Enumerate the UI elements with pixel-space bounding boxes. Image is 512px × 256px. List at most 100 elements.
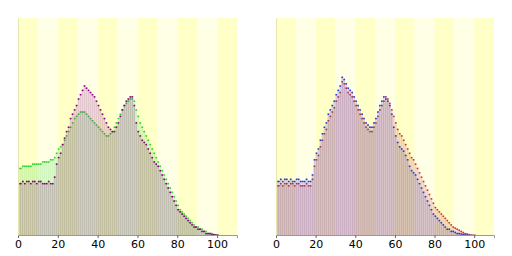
bar-top: [147, 148, 149, 150]
bar-top: [32, 181, 34, 183]
bar: [213, 234, 215, 235]
bar: [331, 105, 333, 235]
bar: [213, 234, 215, 235]
bar: [401, 148, 403, 235]
bar: [466, 233, 468, 235]
bar-top: [403, 150, 405, 152]
bar-top: [185, 218, 187, 220]
bar-top: [452, 226, 454, 228]
bar: [98, 105, 100, 235]
bar-top: [322, 133, 324, 135]
bar: [411, 170, 413, 235]
bar: [215, 234, 217, 235]
bar-top: [429, 205, 431, 207]
bar-top: [34, 163, 36, 165]
bar-top: [385, 96, 387, 98]
bar-top: [201, 231, 203, 233]
bar-top: [405, 155, 407, 157]
bar-top: [169, 192, 171, 194]
bar: [345, 83, 347, 235]
bar-top: [308, 181, 310, 183]
bar: [375, 118, 377, 235]
bar: [32, 163, 34, 235]
bar: [187, 220, 189, 235]
bar: [44, 161, 46, 235]
bar-top: [26, 181, 28, 183]
bar-top: [32, 163, 34, 165]
x-tick-label: 80: [428, 238, 442, 251]
bar: [185, 218, 187, 235]
bar-top: [209, 233, 211, 235]
bar-top: [425, 185, 427, 187]
bar-top: [175, 200, 177, 202]
background-stripe: [454, 18, 474, 235]
bar-top: [173, 200, 175, 202]
bar: [203, 231, 205, 235]
bar: [28, 181, 30, 235]
bar: [147, 140, 149, 235]
bar-top: [355, 100, 357, 102]
bar: [159, 166, 161, 235]
bar-top: [191, 222, 193, 224]
bar-top: [183, 215, 185, 217]
bar: [90, 92, 92, 235]
bar-top: [131, 96, 133, 98]
background-stripe: [98, 18, 118, 235]
bar: [36, 163, 38, 235]
bar-top: [314, 159, 316, 161]
bar: [217, 234, 219, 235]
bar: [351, 92, 353, 235]
background-stripe: [276, 18, 296, 235]
bar-top: [407, 159, 409, 161]
bar: [20, 183, 22, 235]
bar-top: [141, 127, 143, 129]
bar-top: [292, 181, 294, 183]
bar-top: [165, 179, 167, 181]
bar-top: [110, 129, 112, 131]
bar-top: [415, 174, 417, 176]
bar-top: [341, 77, 343, 79]
bar: [201, 228, 203, 235]
bar: [157, 161, 159, 235]
bar: [22, 166, 24, 235]
bar: [64, 137, 66, 235]
bar: [110, 129, 112, 235]
bar-top: [116, 127, 118, 129]
bar: [191, 224, 193, 235]
bar-top: [129, 96, 131, 98]
bar-top: [413, 159, 415, 161]
bar-top: [460, 233, 462, 235]
bar: [116, 122, 118, 235]
bar: [46, 161, 48, 235]
bar-top: [282, 181, 284, 183]
background-stripe: [58, 18, 78, 235]
bar-top: [296, 179, 298, 181]
bar: [193, 224, 195, 235]
bar: [401, 135, 403, 235]
bar-top: [288, 181, 290, 183]
bar: [153, 161, 155, 235]
bar: [209, 233, 211, 235]
bar-top: [70, 118, 72, 120]
bar-top: [387, 100, 389, 102]
bar-top: [84, 85, 86, 87]
bar-top: [58, 157, 60, 159]
bar: [278, 181, 280, 235]
bar: [189, 220, 191, 235]
bar-top: [278, 181, 280, 183]
bar: [298, 179, 300, 235]
bar-top: [108, 127, 110, 129]
series: [276, 81, 476, 235]
x-tick: 60: [131, 235, 145, 251]
bar: [415, 174, 417, 235]
bar: [308, 181, 310, 235]
bar-top: [339, 85, 341, 87]
bar: [284, 179, 286, 235]
bar-top: [112, 131, 114, 133]
bar: [286, 179, 288, 235]
bar: [435, 207, 437, 235]
bar: [187, 218, 189, 235]
background-stripe: [157, 18, 177, 235]
bar-top: [165, 183, 167, 185]
bar: [167, 183, 169, 235]
